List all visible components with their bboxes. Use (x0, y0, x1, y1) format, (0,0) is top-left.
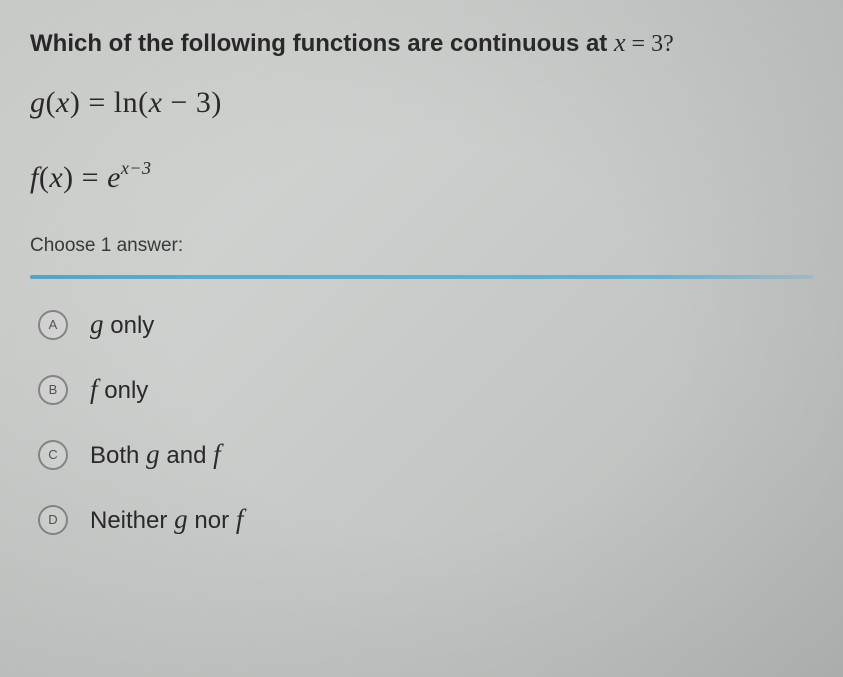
choose-label: Choose 1 answer: (30, 235, 813, 257)
choices-group: A g only B f only C Both g and f D Neith… (30, 309, 813, 535)
choice-text-a: g only (90, 309, 154, 340)
choice-radio-c[interactable]: C (38, 440, 68, 470)
prompt-eq: = (626, 31, 652, 57)
choice-radio-d[interactable]: D (38, 505, 68, 535)
choice-radio-a[interactable]: A (38, 310, 68, 340)
question-prompt: Which of the following functions are con… (30, 28, 813, 58)
choice-a[interactable]: A g only (38, 309, 813, 340)
choice-b[interactable]: B f only (38, 374, 813, 405)
equation-f: f(x) = ex−3 (30, 160, 813, 195)
prompt-value: 3? (651, 31, 674, 57)
choice-c[interactable]: C Both g and f (38, 439, 813, 470)
choice-radio-b[interactable]: B (38, 375, 68, 405)
choice-text-c: Both g and f (90, 439, 221, 470)
prompt-var: x (614, 28, 626, 57)
prompt-prefix: Which of the following functions are con… (30, 30, 614, 57)
equation-g: g(x) = ln(x − 3) (30, 86, 813, 120)
divider (30, 275, 813, 279)
choice-text-b: f only (90, 374, 148, 405)
choice-d[interactable]: D Neither g nor f (38, 504, 813, 535)
choice-text-d: Neither g nor f (90, 504, 243, 535)
